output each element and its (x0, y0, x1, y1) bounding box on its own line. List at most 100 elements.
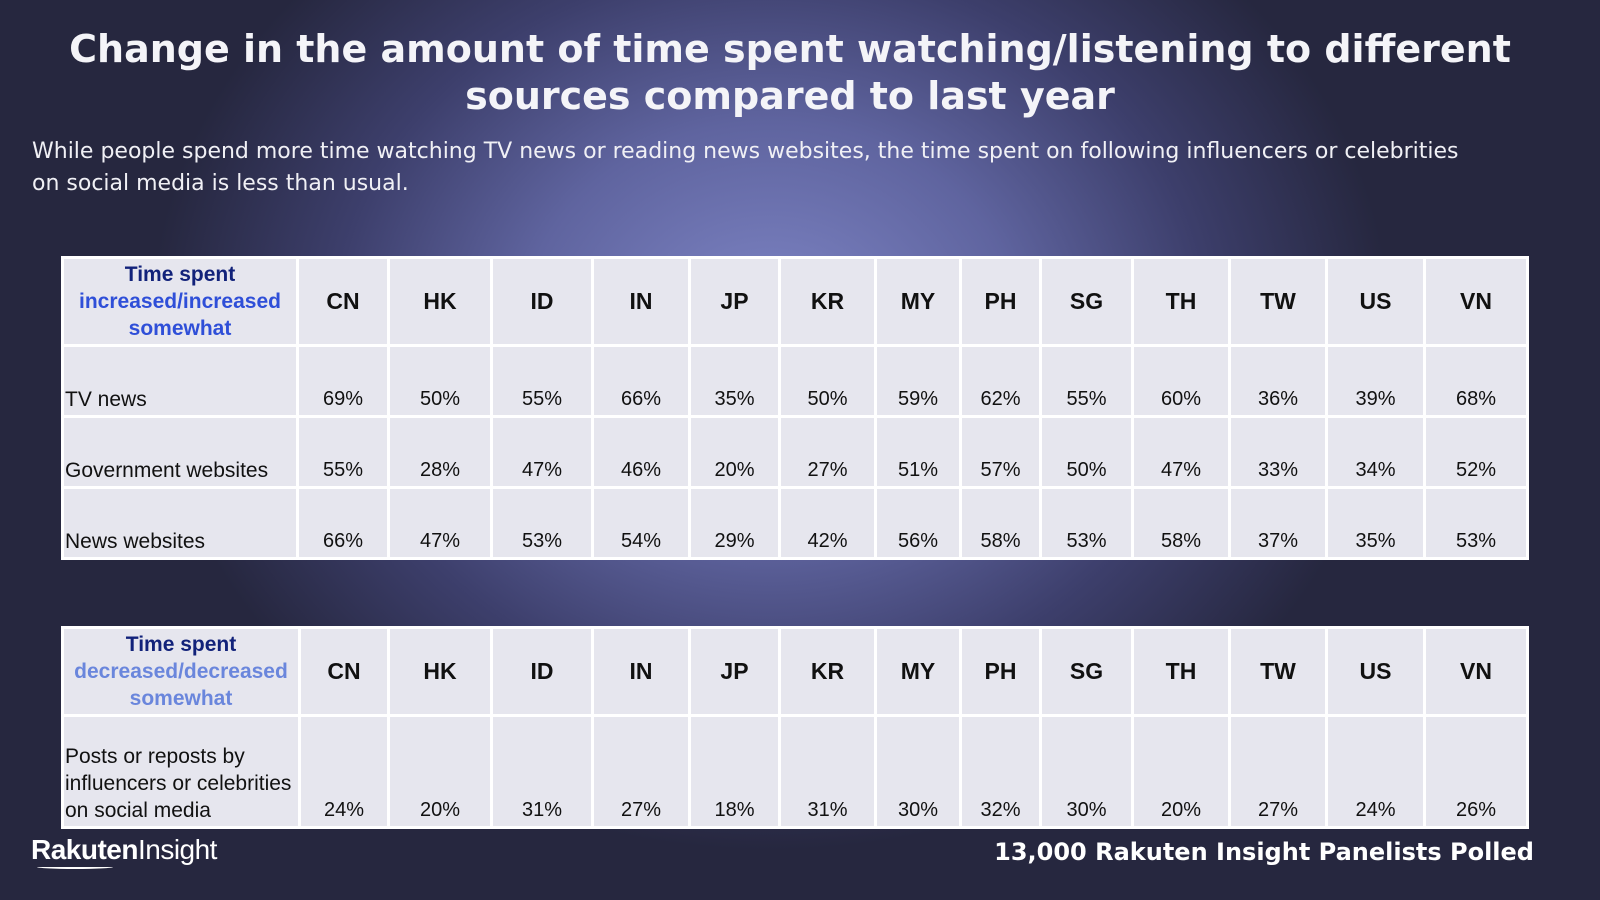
value-cell-kr: 42% (778, 486, 877, 560)
rakuten-insight-logo: RakutenInsight (31, 834, 218, 869)
value-cell-ph: 32% (959, 714, 1042, 829)
table-row: Posts or reposts by influencers or celeb… (61, 714, 1529, 829)
column-header-hk: HK (387, 626, 493, 717)
column-header-in: IN (591, 626, 691, 717)
column-header-ph: PH (959, 626, 1042, 717)
value-cell-hk: 50% (387, 344, 493, 418)
column-header-kr: KR (778, 626, 877, 717)
value-cell-th: 47% (1131, 415, 1231, 489)
logo-text-insight: Insight (137, 834, 218, 865)
metric-header-line2: increased/increased (79, 290, 281, 313)
value-cell-vn: 68% (1423, 344, 1529, 418)
column-header-us: US (1325, 256, 1426, 347)
value-cell-kr: 31% (778, 714, 877, 829)
value-cell-us: 35% (1325, 486, 1426, 560)
row-label: Government websites (61, 415, 299, 489)
value-cell-ph: 57% (959, 415, 1042, 489)
value-cell-us: 24% (1325, 714, 1426, 829)
header-row: Time spent increased/increased somewhat CN H… (61, 256, 1529, 347)
column-header-ph: PH (959, 256, 1042, 347)
logo-swoosh-icon (37, 865, 113, 869)
column-header-cn: CN (298, 626, 390, 717)
value-cell-in: 27% (591, 714, 691, 829)
value-cell-hk: 47% (387, 486, 493, 560)
column-header-my: MY (874, 626, 962, 717)
page-subtitle: While people spend more time watching TV… (32, 139, 1459, 196)
page-title: Change in the amount of time spent watch… (69, 27, 1511, 118)
column-header-vn: VN (1423, 626, 1529, 717)
value-cell-us: 34% (1325, 415, 1426, 489)
value-cell-cn: 24% (298, 714, 390, 829)
table-row: TV news 69% 50% 55% 66% 35% 50% 59% 62% 55% 60% 36%… (61, 344, 1529, 418)
value-cell-my: 56% (874, 486, 962, 560)
value-cell-jp: 29% (688, 486, 781, 560)
value-cell-vn: 26% (1423, 714, 1529, 829)
value-cell-vn: 53% (1423, 486, 1529, 560)
metric-header-line3: somewhat (128, 317, 232, 340)
value-cell-id: 31% (490, 714, 594, 829)
column-header-th: TH (1131, 626, 1231, 717)
value-cell-my: 30% (874, 714, 962, 829)
column-header-tw: TW (1228, 256, 1328, 347)
value-cell-th: 60% (1131, 344, 1231, 418)
value-cell-tw: 27% (1228, 714, 1328, 829)
value-cell-us: 39% (1325, 344, 1426, 418)
column-header-sg: SG (1039, 626, 1134, 717)
column-header-kr: KR (778, 256, 877, 347)
value-cell-in: 46% (591, 415, 691, 489)
value-cell-jp: 35% (688, 344, 781, 418)
column-header-tw: TW (1228, 626, 1328, 717)
value-cell-kr: 27% (778, 415, 877, 489)
value-cell-sg: 53% (1039, 486, 1134, 560)
value-cell-cn: 66% (296, 486, 390, 560)
value-cell-sg: 30% (1039, 714, 1134, 829)
value-cell-id: 53% (490, 486, 594, 560)
value-cell-tw: 33% (1228, 415, 1328, 489)
row-label: TV news (61, 344, 299, 418)
value-cell-th: 20% (1131, 714, 1231, 829)
metric-header-line3: somewhat (129, 687, 233, 710)
row-label: Posts or reposts by influencers or celeb… (61, 714, 301, 829)
value-cell-ph: 58% (959, 486, 1042, 560)
column-header-hk: HK (387, 256, 493, 347)
column-header-id: ID (490, 256, 594, 347)
panelists-footer: 13,000 Rakuten Insight Panelists Polled (994, 838, 1534, 866)
decreased-table: Time spent decreased/decreased somewhat CN H… (61, 626, 1529, 829)
column-header-jp: JP (688, 626, 781, 717)
header-row: Time spent decreased/decreased somewhat CN H… (61, 626, 1529, 717)
column-header-cn: CN (296, 256, 390, 347)
row-label: News websites (61, 486, 299, 560)
value-cell-vn: 52% (1423, 415, 1529, 489)
increased-table: Time spent increased/increased somewhat CN H… (61, 256, 1529, 560)
column-header-us: US (1325, 626, 1426, 717)
value-cell-my: 51% (874, 415, 962, 489)
value-cell-id: 55% (490, 344, 594, 418)
table-row: News websites 66% 47% 53% 54% 29% 42% 56% 58% 53%… (61, 486, 1529, 560)
value-cell-in: 54% (591, 486, 691, 560)
column-header-sg: SG (1039, 256, 1134, 347)
logo-text-rakuten: Rakuten (31, 834, 138, 865)
column-header-jp: JP (688, 256, 781, 347)
metric-header-line2: decreased/decreased (74, 660, 288, 683)
value-cell-cn: 69% (296, 344, 390, 418)
metric-header: Time spent decreased/decreased somewhat (61, 626, 301, 717)
value-cell-id: 47% (490, 415, 594, 489)
value-cell-hk: 20% (387, 714, 493, 829)
metric-header-line1: Time spent (124, 263, 236, 286)
value-cell-tw: 37% (1228, 486, 1328, 560)
value-cell-cn: 55% (296, 415, 390, 489)
value-cell-sg: 55% (1039, 344, 1134, 418)
column-header-my: MY (874, 256, 962, 347)
column-header-in: IN (591, 256, 691, 347)
column-header-id: ID (490, 626, 594, 717)
value-cell-tw: 36% (1228, 344, 1328, 418)
table-row: Government websites 55% 28% 47% 46% 20% 27% 51%… (61, 415, 1529, 489)
value-cell-hk: 28% (387, 415, 493, 489)
column-header-th: TH (1131, 256, 1231, 347)
metric-header-line1: Time spent (125, 633, 237, 656)
value-cell-jp: 18% (688, 714, 781, 829)
value-cell-in: 66% (591, 344, 691, 418)
value-cell-th: 58% (1131, 486, 1231, 560)
column-header-vn: VN (1423, 256, 1529, 347)
value-cell-ph: 62% (959, 344, 1042, 418)
